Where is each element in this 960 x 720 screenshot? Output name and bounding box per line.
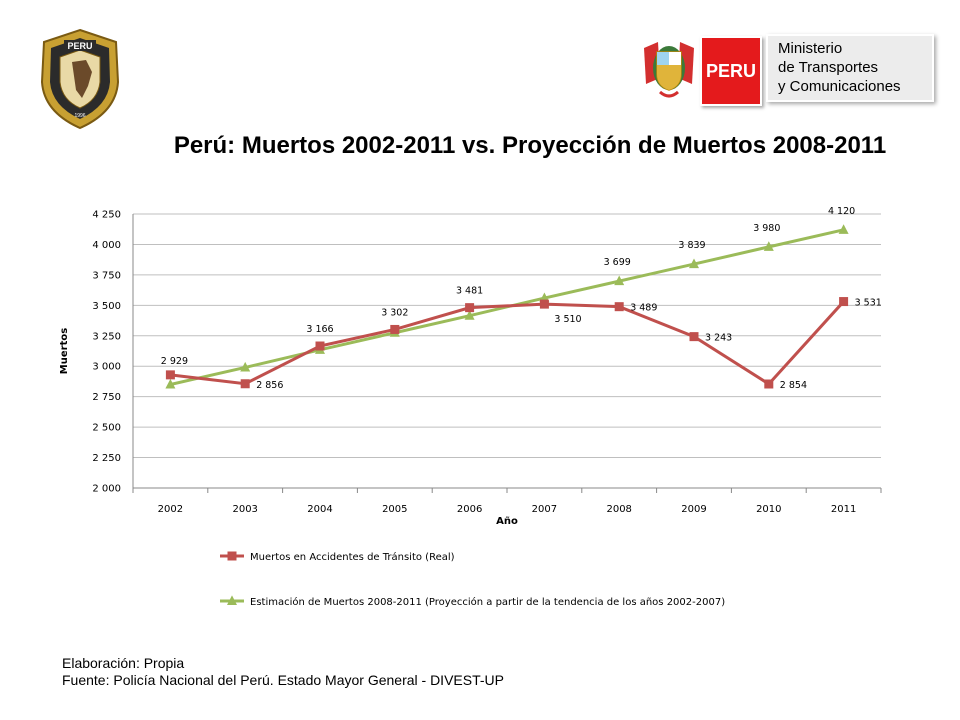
page-title: Perú: Muertos 2002-2011 vs. Proyección d… <box>173 132 887 159</box>
y-tick-label: 3 750 <box>92 270 121 281</box>
x-tick-label: 2007 <box>532 504 557 515</box>
x-tick-label: 2009 <box>681 504 706 515</box>
real-point <box>315 341 325 351</box>
ministry-line-1: Ministerio <box>778 40 843 57</box>
legend-label-1: Estimación de Muertos 2008-2011 (Proyecc… <box>250 596 725 608</box>
badge-year: 1996 <box>74 113 85 119</box>
x-tick-label: 2004 <box>307 504 332 515</box>
legend-marker-0 <box>227 551 237 561</box>
data-label-real: 3 166 <box>306 324 333 335</box>
ministry-line-2: de Transportes <box>778 59 879 76</box>
projection-point <box>763 241 774 251</box>
projection-point <box>838 224 849 234</box>
real-point <box>165 370 175 380</box>
real-point <box>614 302 624 312</box>
data-label-projection: 4 120 <box>828 206 855 217</box>
real-point <box>764 379 774 389</box>
footer-source: Fuente: Policía Nacional del Perú. Estad… <box>62 672 504 688</box>
data-label-real: 3 243 <box>705 333 732 344</box>
projection-point <box>165 378 176 389</box>
projection-point <box>464 310 475 320</box>
legend-label-0: Muertos en Accidentes de Tránsito (Real) <box>250 551 455 563</box>
x-tick-label: 2010 <box>756 504 781 515</box>
y-tick-label: 3 250 <box>92 331 121 342</box>
cnsv-badge-logo: PERU 1996 <box>38 28 122 130</box>
peru-flag-label: PERU <box>700 36 762 106</box>
ministry-label: Ministerio de Transportes y Comunicacion… <box>766 34 934 102</box>
badge-title: PERU <box>67 41 92 51</box>
peru-coat-of-arms <box>638 38 700 102</box>
real-point <box>240 379 250 389</box>
data-label-real: 2 856 <box>256 380 283 391</box>
x-tick-label: 2003 <box>232 504 257 515</box>
legend-marker-1 <box>227 595 237 606</box>
footer-credit: Elaboración: Propia <box>62 655 185 671</box>
y-tick-label: 2 250 <box>92 453 121 464</box>
data-label-real: 3 531 <box>855 298 882 309</box>
data-label-real: 3 489 <box>630 303 657 314</box>
real-point <box>839 297 849 307</box>
projection-point <box>689 258 699 269</box>
real-point <box>539 299 549 309</box>
y-axis-title: Muertos <box>59 328 70 374</box>
shield-icon: PERU 1996 <box>40 28 120 130</box>
real-point <box>465 303 475 313</box>
x-tick-label: 2006 <box>457 504 482 515</box>
data-label-real: 2 854 <box>780 380 807 391</box>
real-point <box>390 324 400 334</box>
y-tick-label: 2 750 <box>92 392 121 403</box>
footer-notes: Elaboración: Propia Fuente: Policía Naci… <box>62 655 504 689</box>
x-tick-label: 2008 <box>606 504 631 515</box>
y-tick-label: 2 000 <box>92 484 121 495</box>
projection-point <box>240 361 251 372</box>
coat-of-arms-icon <box>644 42 694 98</box>
data-label-projection: 3 839 <box>678 240 705 251</box>
y-tick-label: 3 500 <box>92 301 121 312</box>
y-tick-label: 4 000 <box>92 240 121 251</box>
y-tick-label: 4 250 <box>92 210 121 221</box>
data-label-projection: 3 980 <box>753 223 780 234</box>
x-tick-label: 2005 <box>382 504 407 515</box>
real-point <box>689 332 699 342</box>
projection-point <box>614 275 625 286</box>
x-axis-title: Año <box>496 516 518 527</box>
data-label-projection: 3 699 <box>604 257 631 268</box>
data-label-real: 3 302 <box>381 307 408 318</box>
x-tick-label: 2002 <box>158 504 183 515</box>
data-label-real: 3 481 <box>456 286 483 297</box>
series-line-real <box>170 300 845 386</box>
data-label-real: 2 929 <box>161 356 188 367</box>
y-tick-label: 3 000 <box>92 362 121 373</box>
ministry-line-3: y Comunicaciones <box>778 78 901 95</box>
data-label-real: 3 510 <box>554 314 581 325</box>
y-tick-label: 2 500 <box>92 423 121 434</box>
x-tick-label: 2011 <box>831 504 856 515</box>
